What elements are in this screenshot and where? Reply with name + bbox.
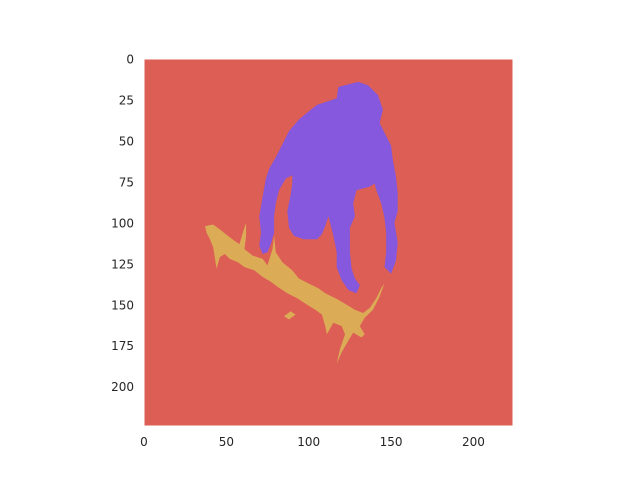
plot-area [143,58,514,427]
x-tick-label: 100 [297,435,320,449]
region-skateboard-fragment [284,311,296,320]
region-skateboard [205,222,385,364]
x-tick-label: 50 [219,435,234,449]
y-tick-label: 75 [119,175,134,189]
y-tick-label: 150 [111,298,134,312]
region-person [259,81,398,294]
y-tick-label: 125 [111,257,134,271]
segmentation-regions [205,81,398,364]
y-tick-label: 0 [126,53,134,67]
y-tick-label: 100 [111,216,134,230]
y-tick-label: 175 [111,339,134,353]
y-tick-label: 200 [111,380,134,394]
x-axis-ticks: 0 50 100 150 200 [140,435,485,449]
y-tick-label: 50 [119,134,134,148]
y-tick-label: 25 [119,93,134,107]
x-tick-label: 0 [140,435,148,449]
axes-frame [143,58,514,427]
y-axis-ticks: 0 25 50 75 100 125 150 175 200 [111,53,134,395]
x-tick-label: 150 [380,435,403,449]
x-tick-label: 200 [462,435,485,449]
